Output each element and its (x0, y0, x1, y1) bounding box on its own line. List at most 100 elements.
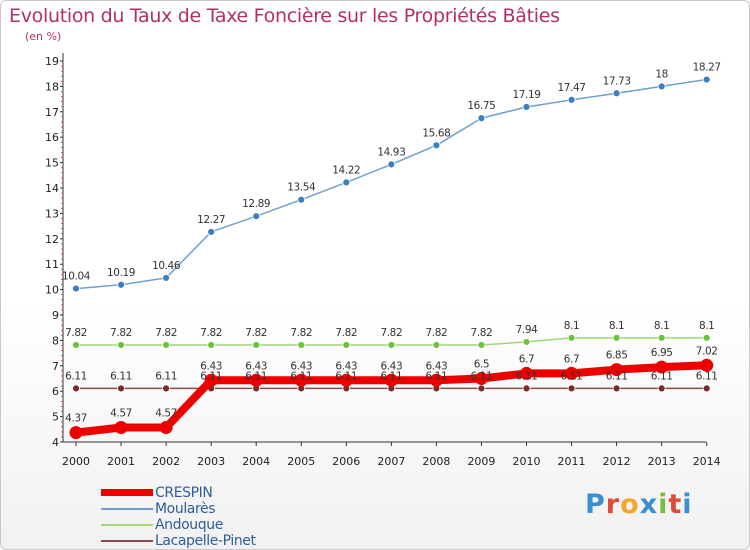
data-point-andouque (567, 333, 576, 342)
data-label-andouque: 7.82 (155, 327, 177, 339)
data-label-lacapelle-pinet: 6.11 (110, 370, 132, 382)
x-tick-label: 2006 (332, 455, 360, 468)
data-point-crespin (114, 421, 128, 435)
data-point-crespin (429, 373, 443, 387)
data-label-andouque: 8.1 (654, 320, 670, 332)
data-point-moulares (612, 89, 621, 98)
y-tick-label: 8 (52, 334, 59, 347)
data-label-andouque: 7.82 (65, 327, 87, 339)
data-label-crespin: 6.43 (245, 360, 267, 372)
data-point-crespin (610, 363, 624, 377)
data-label-crespin: 6.43 (290, 360, 312, 372)
data-point-moulares (432, 141, 441, 150)
data-point-andouque (342, 341, 351, 349)
legend-label-lacapelle-pinet: Lacapelle-Pinet (155, 533, 256, 549)
logo-letter: i (682, 489, 693, 520)
data-label-moulares: 14.22 (332, 164, 360, 176)
data-point-moulares (567, 95, 576, 104)
data-label-moulares: 17.19 (512, 89, 540, 101)
data-point-andouque (252, 341, 261, 349)
logo-letter: i (658, 489, 669, 520)
x-tick-label: 2009 (467, 455, 495, 468)
data-label-andouque: 7.82 (471, 327, 493, 339)
data-label-crespin: 6.43 (426, 360, 448, 372)
data-point-moulares (702, 75, 711, 84)
data-label-crespin: 4.57 (110, 408, 132, 420)
data-point-andouque (702, 333, 711, 342)
data-point-andouque (162, 341, 171, 349)
data-point-crespin (69, 426, 83, 440)
data-label-moulares: 10.04 (62, 271, 91, 283)
data-point-crespin (700, 358, 714, 372)
data-label-andouque: 7.82 (426, 327, 448, 339)
data-point-andouque (612, 333, 621, 342)
data-label-andouque: 8.1 (699, 320, 715, 332)
data-point-moulares (117, 280, 125, 289)
data-point-lacapelle-pinet (162, 384, 171, 393)
data-point-crespin (655, 360, 669, 374)
data-label-lacapelle-pinet: 6.11 (380, 370, 402, 382)
data-point-andouque (297, 341, 306, 349)
data-point-crespin (474, 372, 488, 385)
y-tick-label: 14 (45, 182, 59, 195)
data-label-crespin: 4.37 (65, 413, 87, 425)
data-point-crespin (294, 373, 308, 387)
data-point-andouque (657, 333, 666, 342)
data-label-lacapelle-pinet: 6.11 (606, 370, 628, 382)
data-label-lacapelle-pinet: 6.11 (155, 370, 177, 382)
data-point-moulares (207, 228, 216, 236)
data-label-moulares: 18.27 (693, 62, 721, 74)
data-point-moulares (252, 212, 261, 221)
data-label-moulares: 14.93 (377, 146, 405, 158)
data-point-andouque (207, 341, 216, 349)
data-point-andouque (72, 341, 80, 349)
data-label-andouque: 8.1 (609, 320, 625, 332)
x-tick-label: 2013 (648, 455, 676, 468)
data-label-crespin: 6.95 (651, 347, 673, 359)
data-label-andouque: 8.1 (564, 320, 580, 332)
x-tick-label: 2008 (422, 455, 450, 468)
y-tick-label: 13 (45, 207, 59, 220)
legend-label-moulares: Moularès (155, 501, 216, 517)
x-tick-label: 2014 (693, 455, 721, 468)
y-axis-unit: (en %) (25, 30, 62, 43)
y-tick-label: 6 (52, 385, 59, 398)
x-tick-label: 2012 (603, 455, 631, 468)
y-tick-label: 7 (52, 360, 59, 373)
data-point-lacapelle-pinet (477, 384, 486, 393)
data-label-lacapelle-pinet: 6.11 (200, 370, 222, 382)
x-tick-label: 2001 (107, 455, 135, 468)
logo-letter: o (620, 489, 640, 520)
data-point-crespin (249, 373, 263, 387)
logo-letter: r (605, 489, 621, 520)
data-point-lacapelle-pinet (702, 384, 711, 393)
data-point-lacapelle-pinet (522, 384, 531, 393)
legend-label-crespin: CRESPIN (155, 485, 213, 501)
data-label-crespin: 6.7 (519, 353, 535, 365)
data-label-lacapelle-pinet: 6.11 (651, 370, 673, 382)
data-point-lacapelle-pinet (72, 384, 80, 393)
x-tick-label: 2007 (377, 455, 405, 468)
data-point-moulares (387, 160, 396, 169)
y-tick-label: 18 (45, 80, 59, 93)
data-label-lacapelle-pinet: 6.11 (561, 370, 583, 382)
legend-swatch-lacapelle-pinet (101, 540, 153, 542)
data-point-moulares (162, 274, 171, 282)
data-label-lacapelle-pinet: 6.11 (426, 370, 448, 382)
x-tick-label: 2011 (558, 455, 586, 468)
y-tick-label: 12 (45, 233, 59, 246)
y-tick-label: 19 (45, 55, 59, 68)
y-tick-label: 10 (45, 284, 59, 297)
data-label-moulares: 18 (655, 68, 668, 80)
data-point-lacapelle-pinet (612, 384, 621, 393)
data-label-lacapelle-pinet: 6.11 (516, 370, 538, 382)
data-label-lacapelle-pinet: 6.11 (335, 370, 357, 382)
data-label-crespin: 7.02 (696, 345, 718, 357)
data-label-lacapelle-pinet: 6.11 (290, 370, 312, 382)
data-point-andouque (522, 338, 531, 346)
y-tick-label: 17 (45, 106, 59, 119)
data-label-moulares: 10.46 (152, 260, 181, 272)
data-point-lacapelle-pinet (657, 384, 666, 393)
data-label-moulares: 10.19 (107, 267, 135, 279)
